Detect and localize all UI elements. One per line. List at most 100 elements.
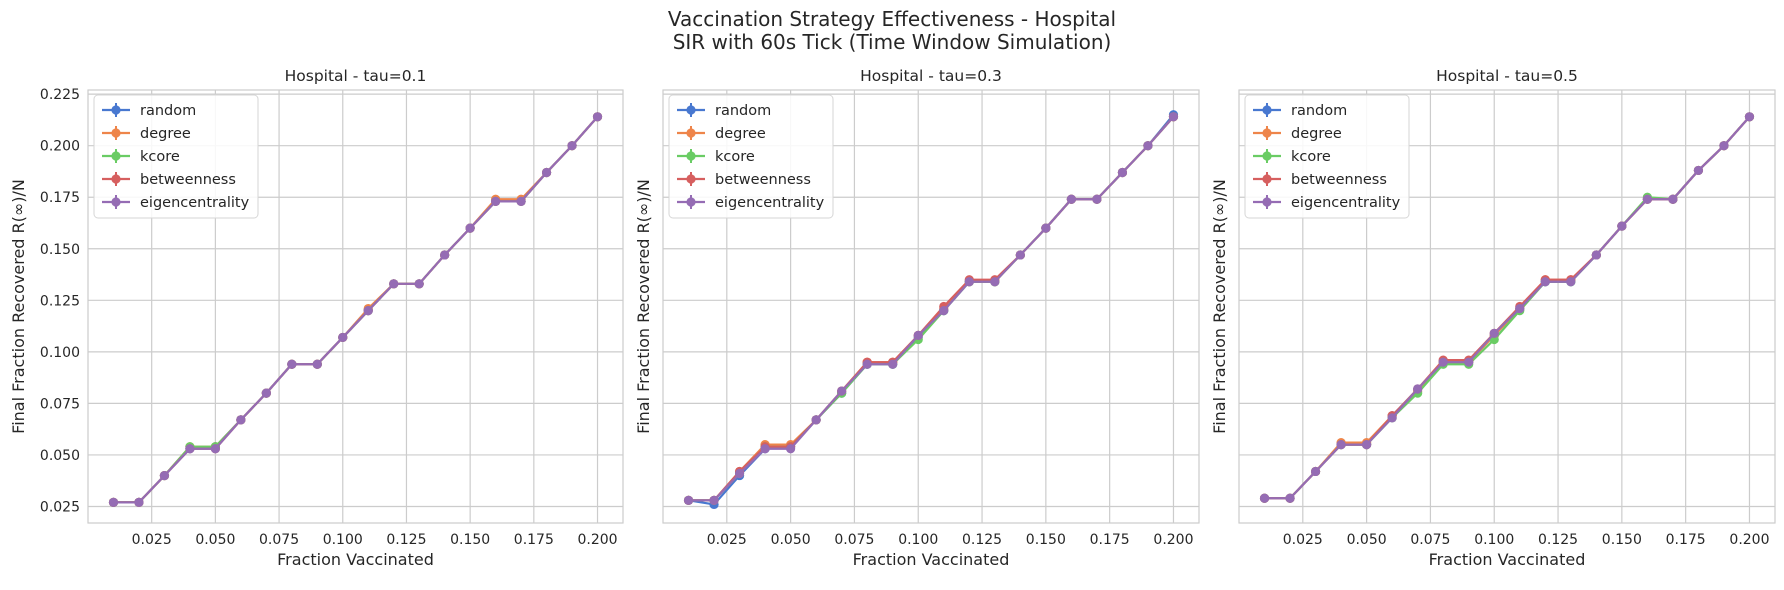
y-axis-label: Final Fraction Recovered R(∞)/N — [9, 179, 28, 434]
figure-title-line1: Vaccination Strategy Effectiveness - Hos… — [668, 7, 1116, 31]
data-point — [1168, 112, 1179, 122]
legend-label: random — [140, 103, 196, 119]
legend-item: random — [102, 103, 196, 119]
legend-label: betweenness — [1291, 172, 1387, 188]
legend-label: degree — [1291, 126, 1342, 142]
x-axis-label: Fraction Vaccinated — [853, 550, 1010, 569]
y-tick-label: 0.125 — [40, 293, 80, 309]
data-point — [1336, 440, 1346, 450]
x-tick-label: 0.025 — [707, 532, 747, 548]
x-tick-label: 0.175 — [1666, 532, 1706, 548]
data-point — [312, 359, 322, 369]
y-tick-label: 0.100 — [40, 345, 80, 361]
y-tick-label: 0.150 — [40, 242, 80, 258]
data-point — [811, 415, 821, 425]
x-tick-label: 0.150 — [450, 532, 490, 548]
data-point — [1693, 165, 1704, 176]
axes-frame — [662, 89, 1200, 524]
legend-box — [93, 94, 259, 219]
legend-label: degree — [715, 126, 766, 142]
x-tick-label: 0.025 — [132, 532, 172, 548]
data-point — [1464, 357, 1474, 367]
legend-item: kcore — [677, 149, 755, 165]
legend-label: betweenness — [140, 172, 236, 188]
legend-marker — [686, 197, 696, 207]
subplot-title: Hospital - tau=0.1 — [285, 67, 427, 85]
legend-marker — [111, 105, 121, 115]
data-point — [683, 495, 694, 505]
data-point — [939, 306, 949, 316]
legend-item: betweenness — [102, 172, 236, 188]
legend-marker — [1262, 128, 1272, 138]
x-tick-label: 0.200 — [1153, 532, 1193, 548]
series-eigencentrality — [683, 112, 1179, 505]
x-tick-label: 0.175 — [1090, 532, 1130, 548]
legend-item: random — [1253, 103, 1347, 119]
legend-marker — [1262, 197, 1272, 207]
legend-marker — [686, 128, 696, 138]
legend-marker — [1262, 105, 1272, 115]
x-tick-label: 0.100 — [898, 532, 938, 548]
x-tick-label: 0.025 — [1283, 532, 1323, 548]
data-point — [236, 415, 246, 425]
legend-marker — [111, 128, 121, 138]
x-tick-label: 0.075 — [834, 532, 874, 548]
data-point — [1092, 194, 1102, 204]
data-point — [465, 223, 475, 233]
data-point — [786, 444, 796, 454]
legend-marker — [111, 174, 121, 184]
data-point — [1066, 194, 1076, 204]
subplot-1: 0.025 0.050 0.075 0.100 0.125 0.150 0.175 0.200… — [9, 67, 624, 569]
data-point — [1143, 141, 1153, 151]
data-point — [964, 277, 974, 287]
legend-item: random — [677, 103, 771, 119]
data-point — [1744, 112, 1755, 122]
data-point — [1259, 493, 1270, 503]
subplot-title: Hospital - tau=0.5 — [1436, 67, 1578, 85]
data-point — [134, 497, 144, 507]
data-point — [760, 444, 770, 454]
legend-marker — [111, 197, 121, 207]
data-point — [1719, 141, 1729, 151]
legend-label: eigencentrality — [715, 195, 825, 211]
y-tick-label: 0.025 — [40, 500, 80, 516]
x-axis-label: Fraction Vaccinated — [1429, 550, 1586, 569]
grid — [88, 90, 623, 523]
series-eigencentrality — [108, 112, 603, 507]
legend-item: eigencentrality — [677, 195, 825, 211]
legend: random degree kcore betweenness eigencentral… — [668, 94, 834, 219]
legend-item: betweenness — [677, 172, 811, 188]
legend-item: eigencentrality — [1253, 195, 1401, 211]
data-point — [837, 386, 847, 396]
x-tick-label: 0.050 — [1347, 532, 1387, 548]
legend-marker — [686, 174, 696, 184]
y-tick-label: 0.200 — [40, 139, 80, 155]
legend-label: random — [715, 103, 771, 119]
x-axis-label: Fraction Vaccinated — [277, 550, 434, 569]
data-point — [1387, 413, 1397, 423]
data-point — [185, 444, 195, 454]
y-tick-label: 0.225 — [40, 87, 80, 103]
legend-item: kcore — [1253, 149, 1331, 165]
grid — [1239, 90, 1775, 523]
legend-marker — [686, 151, 696, 161]
x-tick-label: 0.200 — [577, 532, 617, 548]
data-point — [210, 444, 220, 454]
data-point — [888, 359, 898, 369]
y-axis-label: Final Fraction Recovered R(∞)/N — [1210, 179, 1229, 434]
x-tick-label: 0.050 — [195, 532, 235, 548]
data-point — [1591, 250, 1601, 260]
legend-item: betweenness — [1253, 172, 1387, 188]
x-tick-label: 0.050 — [771, 532, 811, 548]
data-point — [1015, 250, 1025, 260]
legend-label: kcore — [1291, 149, 1331, 165]
data-point — [1362, 440, 1372, 450]
x-tick-label: 0.075 — [1410, 532, 1450, 548]
data-point — [1285, 493, 1295, 503]
data-point — [1515, 303, 1525, 314]
data-point — [440, 250, 450, 260]
y-tick-label: 0.075 — [40, 396, 80, 412]
legend-item: eigencentrality — [102, 195, 250, 211]
data-point — [709, 495, 719, 505]
x-tick-label: 0.100 — [323, 532, 363, 548]
